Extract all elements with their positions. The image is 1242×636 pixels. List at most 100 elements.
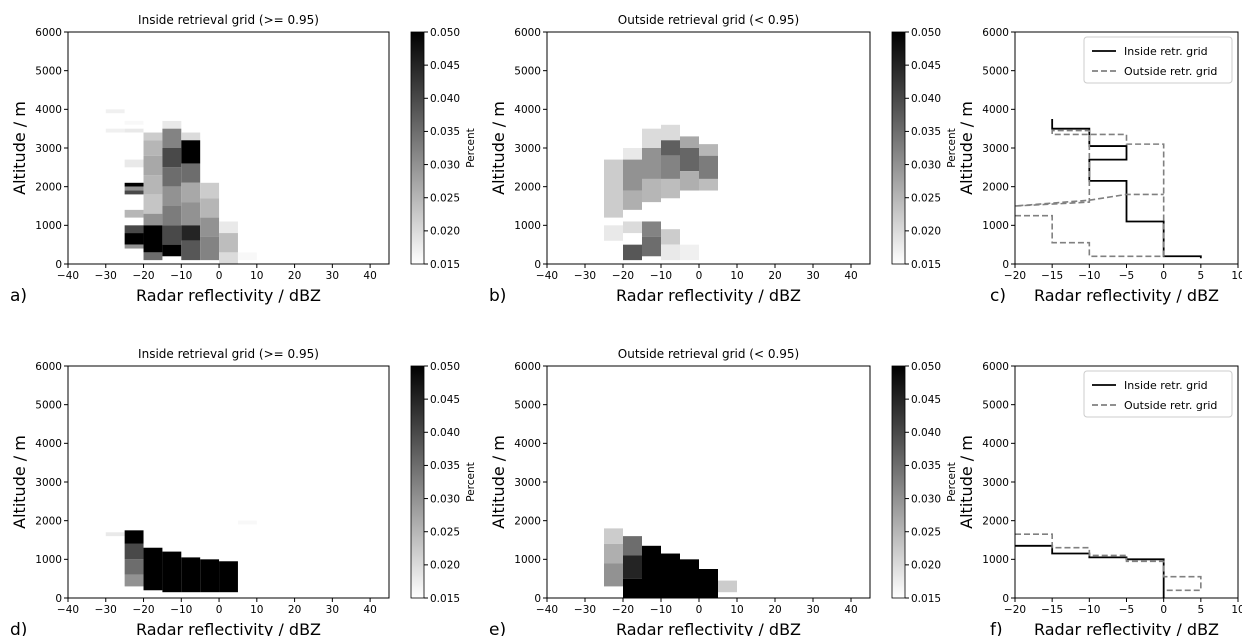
- y-tick-label: 0: [1002, 593, 1009, 605]
- colorbar-tick-label: 0.020: [430, 560, 460, 572]
- heatmap-cell: [124, 159, 144, 168]
- y-tick-label: 6000: [982, 361, 1009, 373]
- heatmap-cell: [143, 194, 163, 214]
- heatmap-cell: [200, 559, 220, 593]
- heatmap-cell: [124, 543, 144, 560]
- heatmap-cell: [200, 217, 220, 237]
- heatmap-cell: [680, 148, 699, 172]
- x-tick-label: 5: [1197, 270, 1204, 282]
- y-tick-label: 1000: [514, 554, 541, 566]
- x-tick-label: −30: [574, 270, 596, 282]
- y-tick-label: 0: [534, 593, 541, 605]
- heatmap-cell: [699, 155, 718, 179]
- y-axis-label: Altitude / m: [10, 101, 29, 195]
- heatmap-cell: [661, 244, 680, 261]
- plot-area: [68, 366, 389, 598]
- heatmap-cell: [162, 186, 182, 206]
- heatmap-cell: [124, 244, 144, 249]
- series-line-outside: [1015, 129, 1165, 258]
- y-tick-label: 2000: [35, 515, 62, 527]
- panel-title: Inside retrieval grid (>= 0.95): [138, 13, 319, 27]
- heatmap-cell: [162, 128, 182, 148]
- colorbar-tick-label: 0.025: [911, 193, 941, 205]
- x-tick-label: 30: [806, 270, 819, 282]
- heatmap-cell: [642, 545, 661, 598]
- panel-title: Outside retrieval grid (< 0.95): [618, 347, 799, 361]
- x-tick-label: −10: [170, 270, 192, 282]
- heatmap-cell: [181, 202, 201, 226]
- y-tick-label: 0: [55, 259, 62, 271]
- heatmap-cell: [219, 233, 238, 253]
- heatmap-cell: [219, 221, 238, 234]
- panel-letter: a): [10, 286, 27, 306]
- heatmap-cell: [105, 128, 125, 133]
- y-tick-label: 1000: [35, 554, 62, 566]
- heatmap-cell: [623, 536, 642, 556]
- x-tick-label: 30: [326, 270, 339, 282]
- panel-letter: f): [990, 620, 1003, 636]
- heatmap-cell: [124, 120, 144, 125]
- heatmap-cell: [623, 190, 642, 210]
- heatmap-cell: [237, 252, 257, 261]
- colorbar-label: Percent: [465, 128, 477, 168]
- heatmap-cell: [181, 132, 201, 141]
- colorbar: 0.015 0.020 0.025 0.030 0.035 0.040 0.045 0.050…: [410, 361, 477, 605]
- x-tick-label: 10: [1231, 604, 1242, 616]
- x-axis-label: Radar reflectivity / dBZ: [616, 620, 801, 636]
- x-tick-label: 0: [216, 604, 223, 616]
- legend: Inside retr. grid Outside retr. grid: [1083, 36, 1233, 84]
- legend-entry: Outside retr. grid: [1124, 399, 1217, 412]
- heatmap-cell: [181, 557, 201, 593]
- colorbar-tick-label: 0.040: [911, 93, 941, 105]
- x-tick-label: 5: [1197, 604, 1204, 616]
- y-tick-label: 3000: [514, 477, 541, 489]
- x-tick-label: −15: [1041, 270, 1063, 282]
- y-axis-label: Altitude / m: [957, 101, 976, 195]
- colorbar-tick-label: 0.025: [911, 527, 941, 539]
- colorbar-tick-label: 0.040: [430, 427, 460, 439]
- heatmap-cell: [105, 109, 125, 114]
- x-tick-label: −30: [95, 604, 117, 616]
- y-tick-label: 1000: [982, 220, 1009, 232]
- heatmap-cell: [661, 140, 680, 156]
- legend-entry: Inside retr. grid: [1124, 379, 1208, 392]
- x-tick-label: 30: [806, 604, 819, 616]
- heatmap-cell: [623, 555, 642, 579]
- heatmap-cell: [200, 198, 220, 218]
- y-tick-label: 1000: [514, 220, 541, 232]
- heatmap-cell: [604, 563, 623, 587]
- y-tick-label: 1000: [35, 220, 62, 232]
- heatmap-cell: [623, 159, 642, 191]
- panel-f: −20 −15 −10 −5 0 5 10 0 1000 2000 3000 4000 5000 6000…: [957, 361, 1242, 636]
- x-tick-label: −10: [1078, 604, 1100, 616]
- panel-b: −40 −30 −20 −10 0 10 20 30 40 0 1000 2000 3000 4000 50…: [489, 13, 958, 306]
- x-tick-label: −10: [1078, 270, 1100, 282]
- x-tick-label: −20: [132, 270, 154, 282]
- x-tick-label: 10: [250, 270, 263, 282]
- heatmap-cell: [237, 520, 257, 525]
- x-tick-label: 20: [288, 270, 301, 282]
- colorbar-bar: [410, 365, 425, 599]
- heatmap-cell: [604, 159, 623, 218]
- heatmap-cell: [143, 225, 163, 253]
- panel-letter: b): [489, 286, 506, 306]
- heatmap-cell: [143, 175, 163, 195]
- x-tick-label: 10: [1231, 270, 1242, 282]
- legend-entry: Outside retr. grid: [1124, 65, 1217, 78]
- y-tick-label: 5000: [514, 399, 541, 411]
- y-tick-label: 4000: [514, 438, 541, 450]
- heatmap-cell: [162, 225, 182, 245]
- plot-content: [105, 109, 257, 264]
- colorbar-tick-label: 0.020: [911, 560, 941, 572]
- x-tick-label: 0: [1160, 604, 1167, 616]
- colorbar-tick-label: 0.030: [911, 159, 941, 171]
- plot-content: [604, 528, 737, 598]
- heatmap-cell: [604, 225, 623, 241]
- heatmap-cell: [680, 136, 699, 148]
- y-axis-label: Altitude / m: [489, 101, 508, 195]
- colorbar-bar: [410, 31, 425, 265]
- heatmap-cell: [219, 561, 238, 593]
- colorbar-tick-label: 0.015: [430, 593, 460, 605]
- y-tick-label: 0: [55, 593, 62, 605]
